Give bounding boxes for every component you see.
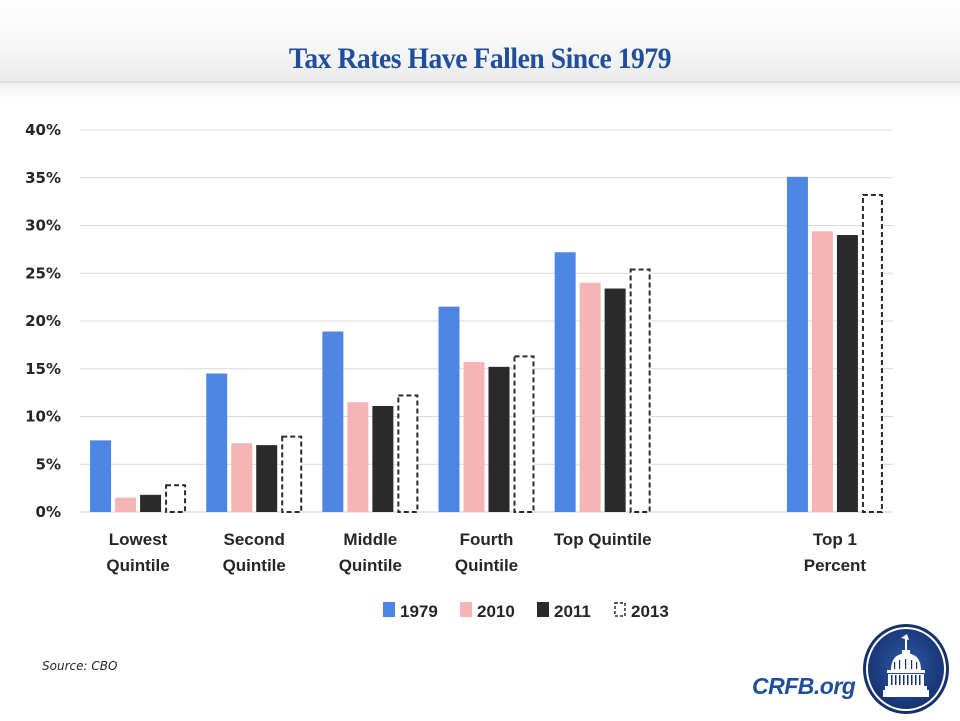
bar-2011 [604, 288, 626, 512]
chart-title: Tax Rates Have Fallen Since 1979 [288, 42, 672, 75]
x-category-label: Top 1 [813, 530, 857, 549]
bar-2013 [281, 435, 303, 514]
source-note: Source: CBO [42, 659, 118, 673]
x-category-label: Middle [343, 530, 397, 549]
bar-2011 [140, 494, 162, 512]
x-category-label: Quintile [455, 556, 518, 575]
bar-1979 [554, 252, 576, 513]
y-axis-tick-labels: 0% 5% 10% 15% 20% 25% 30% 35% 40% [25, 121, 61, 521]
x-category-label: Fourth [460, 530, 514, 549]
y-tick-label: 30% [25, 217, 61, 235]
bar-2011 [836, 235, 858, 513]
bar-2013 [397, 394, 419, 513]
y-tick-label: 10% [25, 408, 61, 426]
bar-2010 [579, 282, 601, 512]
y-tick-label: 40% [25, 121, 61, 139]
bar-2010 [347, 402, 369, 512]
legend-label-1979: 1979 [400, 602, 438, 621]
x-category-label: Percent [804, 556, 867, 575]
y-tick-label: 5% [36, 455, 61, 473]
bar-2011 [256, 445, 278, 512]
legend-label-2013: 2013 [631, 602, 669, 621]
x-category-label: Quintile [106, 556, 169, 575]
header-band [0, 0, 960, 82]
x-category-label: Top Quintile [554, 530, 652, 549]
bar-2010 [115, 497, 137, 512]
gridlines [80, 129, 893, 513]
legend: 1979 2010 2011 2013 [383, 602, 669, 621]
legend-swatch-1979 [383, 602, 395, 617]
capitol-dome-icon [861, 622, 951, 716]
y-tick-label: 15% [25, 360, 61, 378]
y-tick-label: 35% [25, 169, 61, 187]
y-tick-label: 20% [25, 312, 61, 330]
bar-2010 [811, 231, 833, 513]
legend-swatch-2010 [460, 602, 472, 617]
bar-1979 [322, 331, 344, 512]
bar-2013 [165, 484, 187, 513]
legend-label-2010: 2010 [477, 602, 515, 621]
bar-2011 [488, 366, 510, 512]
bars [90, 176, 883, 514]
x-category-label: Quintile [223, 556, 286, 575]
bar-1979 [90, 440, 112, 512]
header-divider [0, 81, 960, 83]
bar-2011 [372, 405, 394, 512]
legend-label-2011: 2011 [554, 602, 591, 621]
bar-2013 [513, 355, 535, 513]
x-category-label: Quintile [339, 556, 402, 575]
bar-2010 [463, 362, 485, 512]
legend-swatch-2013 [614, 602, 626, 617]
bar-2013 [861, 193, 883, 514]
y-tick-label: 0% [36, 503, 61, 521]
bar-2013 [629, 268, 651, 513]
brand-link[interactable]: CRFB.org [752, 673, 856, 699]
bar-2010 [231, 443, 253, 512]
bar-1979 [206, 373, 228, 512]
x-category-label: Second [224, 530, 285, 549]
bar-1979 [786, 176, 808, 513]
x-axis-category-labels: Lowest Quintile Second Quintile Middle Quinti… [106, 530, 866, 575]
y-tick-label: 25% [25, 264, 61, 282]
bar-1979 [438, 306, 460, 512]
legend-swatch-2011 [537, 602, 549, 617]
header-shadow [0, 83, 960, 99]
x-category-label: Lowest [109, 530, 168, 549]
